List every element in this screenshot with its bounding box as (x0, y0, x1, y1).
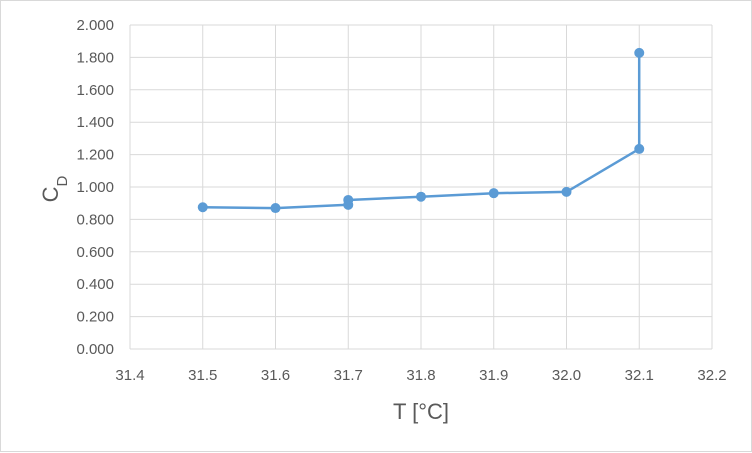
y-tick-label: 0.400 (76, 276, 114, 293)
x-tick-label: 32.2 (697, 367, 726, 384)
x-axis-title: T [°C] (393, 399, 449, 424)
y-tick-label: 0.200 (76, 309, 114, 326)
y-tick-label: 1.200 (76, 147, 114, 164)
y-tick-labels: 0.000 0.200 0.400 0.600 0.800 1.000 1.200 1.400… (76, 17, 114, 358)
x-tick-label: 31.9 (479, 367, 508, 384)
data-point (343, 194, 354, 205)
data-point (634, 143, 645, 154)
y-tick-label: 0.800 (76, 211, 114, 228)
x-tick-label: 31.8 (406, 367, 435, 384)
x-tick-labels: 31.4 31.5 31.6 31.7 31.8 31.9 32.0 32.1 32.2 (115, 367, 726, 384)
data-point (488, 188, 499, 199)
y-axis-title: CD (38, 175, 71, 202)
y-axis-title-subscript: D (54, 175, 71, 186)
x-tick-label: 31.4 (115, 367, 144, 384)
x-tick-label: 32.1 (625, 367, 654, 384)
data-point (270, 203, 281, 214)
data-point (634, 47, 645, 58)
y-tick-label: 1.600 (76, 82, 114, 99)
y-tick-label: 0.000 (76, 341, 114, 358)
x-tick-label: 31.6 (261, 367, 290, 384)
y-tick-label: 1.800 (76, 49, 114, 66)
y-tick-label: 2.000 (76, 17, 114, 34)
y-tick-label: 1.000 (76, 179, 114, 196)
x-tick-label: 31.7 (334, 367, 363, 384)
y-tick-label: 0.600 (76, 244, 114, 261)
y-tick-label: 1.400 (76, 114, 114, 131)
series-layer (197, 47, 645, 214)
x-tick-label: 32.0 (552, 367, 581, 384)
grid-layer (129, 24, 713, 350)
x-tick-label: 31.5 (188, 367, 217, 384)
data-point (416, 191, 426, 202)
y-axis-title-main: C (38, 186, 63, 202)
data-point (197, 202, 208, 213)
data-point (561, 186, 572, 197)
